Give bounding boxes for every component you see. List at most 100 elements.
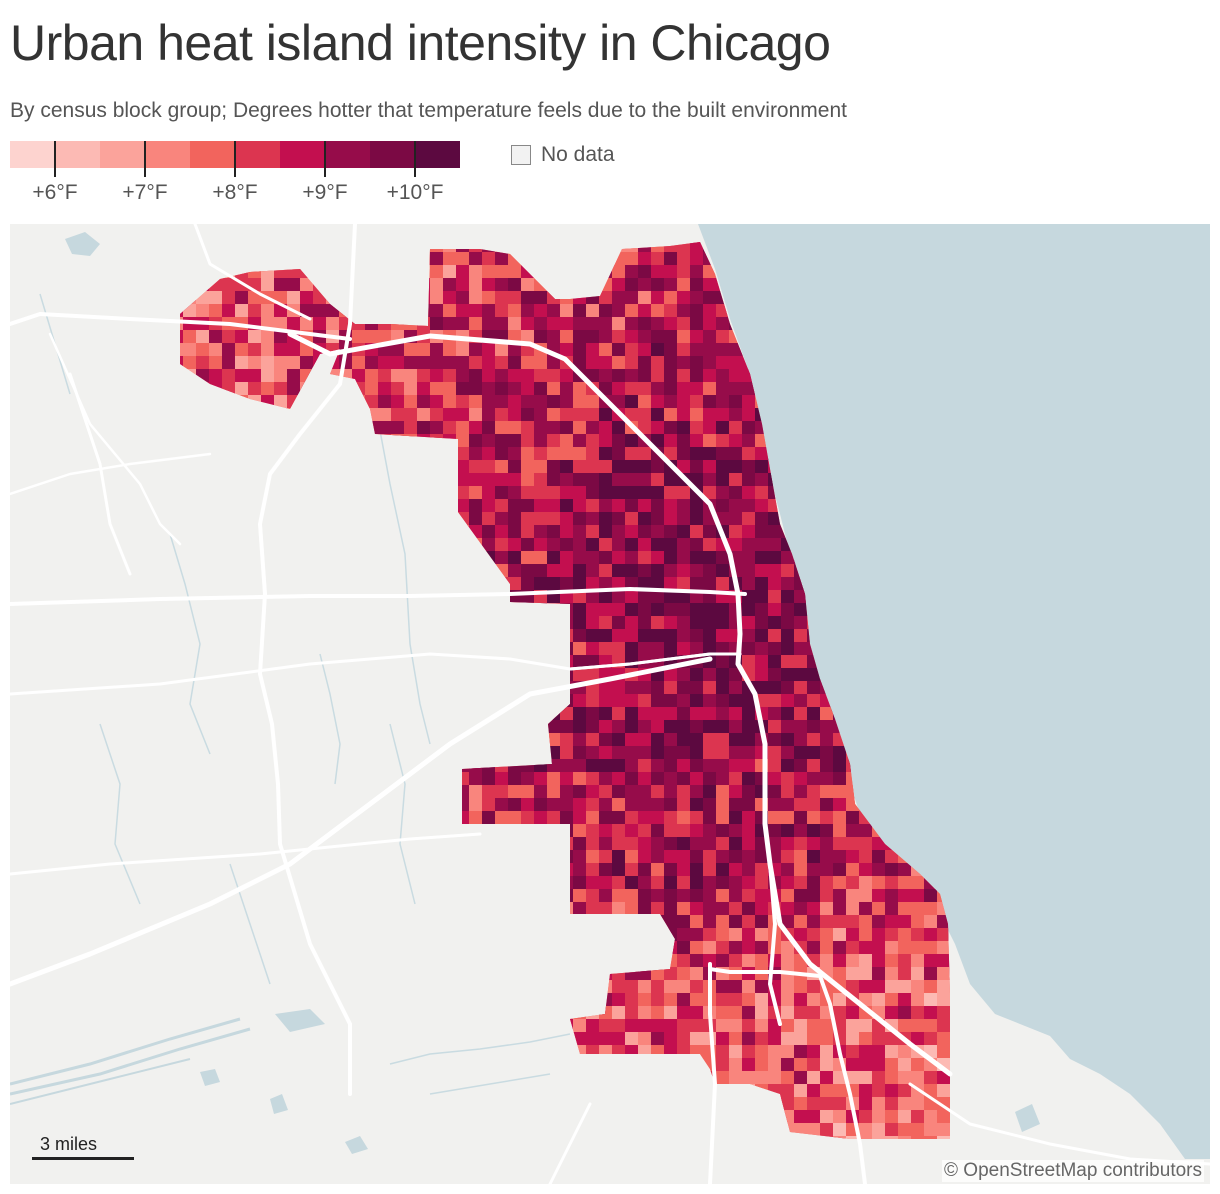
census-block-group [196, 304, 209, 317]
census-block-group [794, 811, 807, 824]
census-block-group [586, 577, 599, 590]
census-block-group [781, 902, 794, 915]
census-block-group [391, 343, 404, 356]
census-block-group [625, 993, 638, 1006]
census-block-group [820, 1019, 833, 1032]
census-block-group [430, 395, 443, 408]
census-block-group [573, 720, 586, 733]
census-block-group [456, 317, 469, 330]
census-block-group [729, 382, 742, 395]
census-block-group [872, 863, 885, 876]
census-block-group [482, 252, 495, 265]
census-block-group [664, 252, 677, 265]
census-block-group [716, 603, 729, 616]
census-block-group [209, 343, 222, 356]
census-block-group [573, 850, 586, 863]
census-block-group [911, 1110, 924, 1123]
census-block-group [573, 304, 586, 317]
census-block-group [898, 967, 911, 980]
census-block-group [638, 265, 651, 278]
census-block-group [664, 317, 677, 330]
census-block-group [508, 356, 521, 369]
census-block-group [703, 395, 716, 408]
census-block-group [625, 980, 638, 993]
census-block-group [599, 564, 612, 577]
census-block-group [534, 356, 547, 369]
census-block-group [521, 473, 534, 486]
census-block-group [716, 980, 729, 993]
legend-tick [414, 141, 416, 177]
census-block-group [612, 681, 625, 694]
census-block-group [690, 265, 703, 278]
census-block-group [859, 1110, 872, 1123]
map-panel[interactable]: 3 miles © OpenStreetMap contributors [10, 224, 1210, 1184]
census-block-group [651, 707, 664, 720]
census-block-group [703, 460, 716, 473]
census-block-group [625, 473, 638, 486]
census-block-group [742, 915, 755, 928]
census-block-group [820, 863, 833, 876]
legend-tick [234, 141, 236, 177]
census-block-group [794, 603, 807, 616]
census-block-group [508, 304, 521, 317]
census-block-group [469, 356, 482, 369]
census-block-group [482, 408, 495, 421]
census-block-group [599, 642, 612, 655]
census-block-group [742, 694, 755, 707]
census-block-group [209, 369, 222, 382]
census-block-group [456, 304, 469, 317]
census-block-group [794, 1084, 807, 1097]
census-block-group [677, 265, 690, 278]
census-block-group [612, 304, 625, 317]
census-block-group [443, 291, 456, 304]
census-block-group [651, 616, 664, 629]
census-block-group [482, 798, 495, 811]
census-block-group [586, 330, 599, 343]
census-block-group [664, 1006, 677, 1019]
census-block-group [638, 863, 651, 876]
census-block-group [261, 304, 274, 317]
census-block-group [716, 421, 729, 434]
census-block-group [547, 512, 560, 525]
census-block-group [846, 1058, 859, 1071]
census-block-group [755, 980, 768, 993]
census-block-group [716, 941, 729, 954]
census-block-group [482, 265, 495, 278]
census-block-group [586, 772, 599, 785]
legend-tick [54, 141, 56, 177]
census-block-group [703, 954, 716, 967]
census-block-group [937, 1019, 950, 1032]
census-block-group [430, 408, 443, 421]
census-block-group [924, 1123, 937, 1136]
census-block-group [651, 889, 664, 902]
census-block-group [729, 1019, 742, 1032]
legend-swatch [280, 141, 325, 168]
census-block-group [651, 512, 664, 525]
census-block-group [625, 343, 638, 356]
census-block-group [664, 265, 677, 278]
map-attribution[interactable]: © OpenStreetMap contributors [942, 1160, 1204, 1182]
census-block-group [664, 473, 677, 486]
census-block-group [924, 954, 937, 967]
census-block-group [391, 369, 404, 382]
census-block-group [781, 759, 794, 772]
lake-michigan [698, 224, 1210, 1159]
census-block-group [755, 564, 768, 577]
census-block-group [677, 460, 690, 473]
census-block-group [287, 356, 300, 369]
census-block-group [833, 993, 846, 1006]
census-block-group [456, 343, 469, 356]
census-block-group [625, 395, 638, 408]
census-block-group [612, 473, 625, 486]
census-block-group [924, 915, 937, 928]
census-block-group [222, 369, 235, 382]
census-block-group [807, 785, 820, 798]
census-block-group [716, 369, 729, 382]
census-block-group [586, 889, 599, 902]
census-block-group [521, 564, 534, 577]
census-block-group [794, 1123, 807, 1136]
census-block-group [794, 694, 807, 707]
census-block-group [222, 291, 235, 304]
census-block-group [612, 811, 625, 824]
census-block-group [482, 473, 495, 486]
